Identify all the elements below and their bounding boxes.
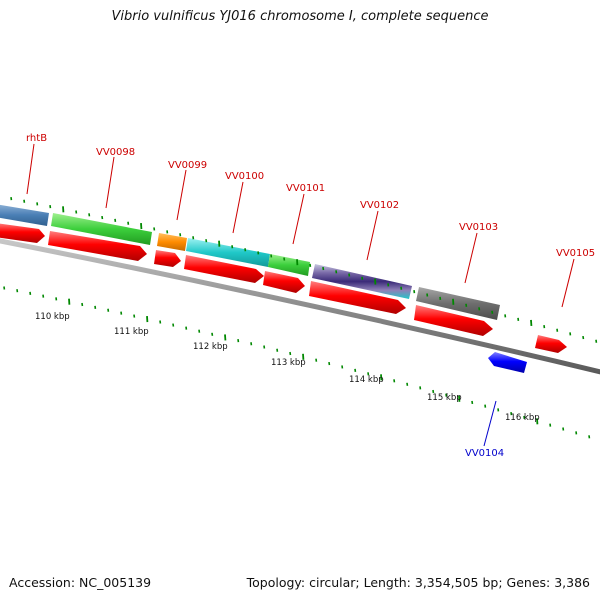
leader-line-rhtB xyxy=(26,143,35,195)
topology-summary-text: Topology: circular; Length: 3,354,505 bp… xyxy=(246,575,590,590)
axis-label-115kbp: 115 kbp xyxy=(427,393,462,403)
axis-label-110kbp: 110 kbp xyxy=(35,312,70,322)
feature-VV0098 xyxy=(51,213,152,245)
leader-line-VV0103 xyxy=(464,232,478,284)
gene-label-VV0103: VV0103 xyxy=(459,222,498,233)
gene-labels: rhtB VV0098 VV0099 VV0100 VV0101 VV0102 … xyxy=(26,133,595,459)
feature-rhtB xyxy=(0,204,49,226)
leader-line-VV0098 xyxy=(105,156,115,209)
leader-line-VV0101 xyxy=(292,193,305,245)
axis-label-114kbp: 114 kbp xyxy=(349,375,384,385)
cds-arrow-VV0101 xyxy=(263,271,305,293)
cds-arrow-VV0103 xyxy=(414,305,493,336)
axis-label-112kbp: 112 kbp xyxy=(193,342,228,352)
leader-line-VV0105 xyxy=(561,258,575,308)
axis-labels: 110 kbp 111 kbp 112 kbp 113 kbp 114 kbp … xyxy=(35,312,540,423)
feature-VV0100 xyxy=(186,238,270,267)
axis-label-111kbp: 111 kbp xyxy=(114,327,149,337)
feature-VV0099 xyxy=(157,233,187,251)
leader-line-VV0100 xyxy=(232,181,244,234)
feature-VV0103 xyxy=(416,287,500,320)
axis-label-116kbp: 116 kbp xyxy=(505,413,540,423)
feature-ring xyxy=(0,204,500,320)
cds-reverse-track xyxy=(488,352,527,373)
cds-forward-track xyxy=(0,223,567,353)
leader-line-VV0102 xyxy=(366,210,379,261)
accession-text: Accession: NC_005139 xyxy=(9,575,152,590)
tick-ring xyxy=(3,197,598,439)
leader-line-VV0104 xyxy=(483,400,497,447)
feature-VV0101 xyxy=(268,254,310,276)
gene-label-VV0098: VV0098 xyxy=(96,147,135,158)
cds-arrow-VV0098 xyxy=(48,231,147,261)
cds-arrow-VV0102 xyxy=(309,281,406,314)
gene-label-VV0102: VV0102 xyxy=(360,200,399,211)
gene-label-VV0100: VV0100 xyxy=(225,171,264,182)
map-title: Vibrio vulnificus YJ016 chromosome I, co… xyxy=(111,9,489,24)
gene-label-VV0101: VV0101 xyxy=(286,183,325,194)
cds-arrow-VV0100 xyxy=(184,255,264,283)
leader-line-VV0099 xyxy=(176,169,187,221)
gene-label-VV0105: VV0105 xyxy=(556,248,595,259)
cds-arrow-rhtB xyxy=(0,223,45,243)
label-leader-lines xyxy=(26,143,575,447)
gene-label-VV0104: VV0104 xyxy=(465,448,504,459)
cds-arrow-VV0104 xyxy=(488,352,527,373)
cds-arrow-VV0099 xyxy=(154,250,181,267)
cds-arrow-VV0105 xyxy=(535,335,567,353)
chromosome-backbone xyxy=(0,238,600,375)
gene-label-VV0099: VV0099 xyxy=(168,160,207,171)
axis-label-113kbp: 113 kbp xyxy=(271,358,306,368)
gene-label-rhtB: rhtB xyxy=(26,133,47,144)
